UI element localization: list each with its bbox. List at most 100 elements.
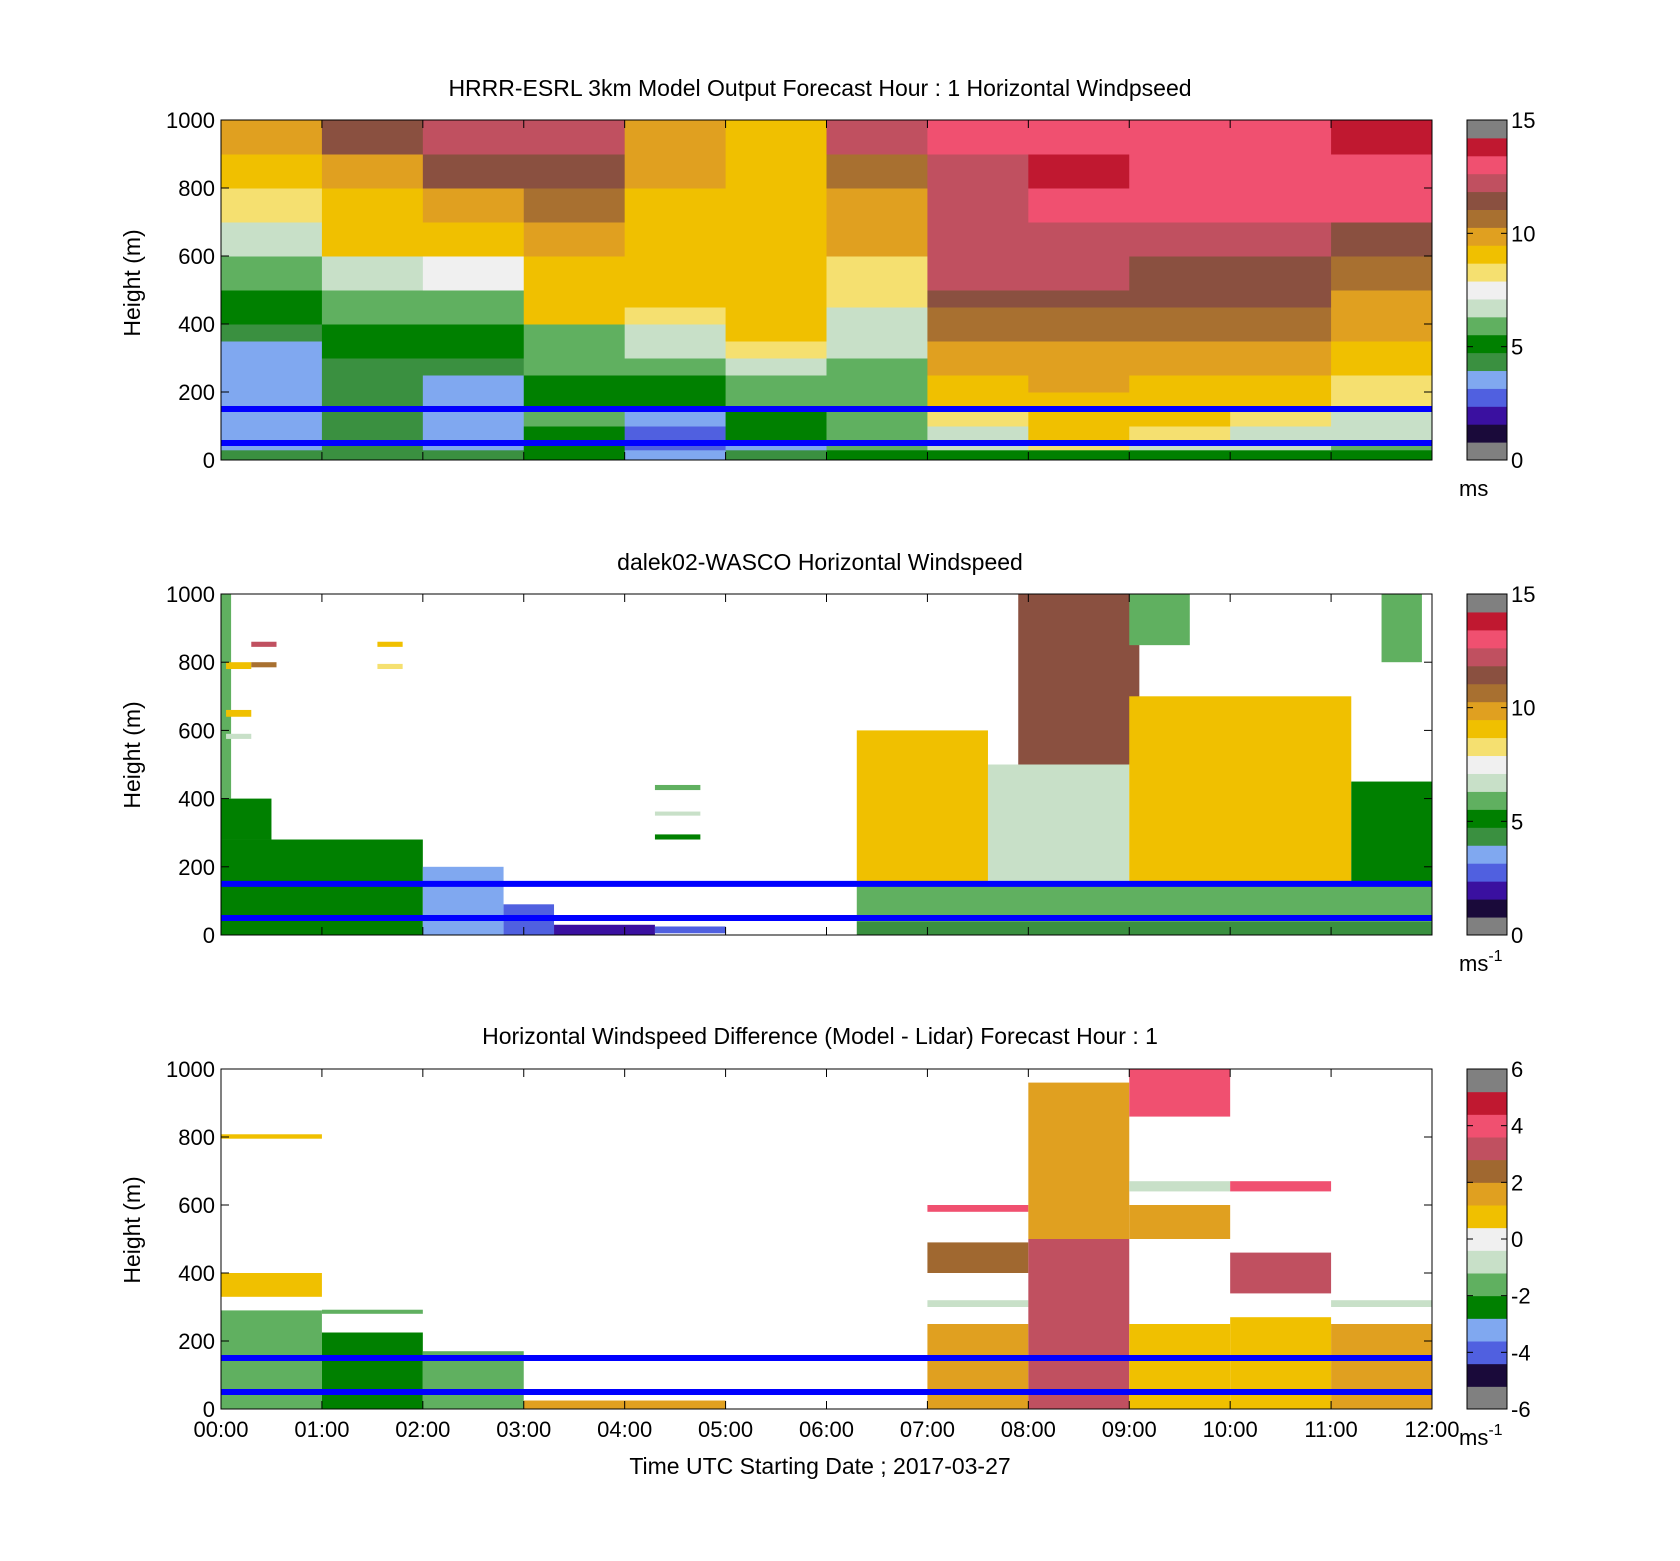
heatmap-cell bbox=[725, 358, 827, 376]
heatmap-segment bbox=[221, 1273, 322, 1297]
heatmap-segment bbox=[1230, 1252, 1332, 1294]
heatmap-segment bbox=[927, 1300, 1029, 1307]
colorbar-swatch bbox=[1467, 791, 1507, 810]
colorbar-swatch bbox=[1467, 809, 1507, 828]
heatmap-cell bbox=[221, 409, 323, 427]
colorbar-swatch bbox=[1467, 1159, 1507, 1183]
colorbar-unit-superscript: -1 bbox=[1488, 1422, 1502, 1439]
colorbar-swatch bbox=[1467, 442, 1507, 461]
heatmap-cell bbox=[321, 290, 424, 308]
heatmap-cell bbox=[1129, 290, 1231, 308]
heatmap-cell bbox=[1028, 307, 1130, 325]
heatmap-cell bbox=[826, 426, 928, 441]
heatmap-cell bbox=[624, 154, 727, 189]
panel-model-ylabel: Height (m) bbox=[119, 229, 145, 336]
colorbar-swatch bbox=[1467, 611, 1507, 631]
heatmap-cell bbox=[221, 392, 323, 410]
heatmap-cell bbox=[1331, 375, 1433, 393]
heatmap-segment bbox=[221, 1134, 322, 1139]
heatmap-cell bbox=[1230, 358, 1332, 376]
colorbar-swatch bbox=[1467, 298, 1507, 318]
x-tick-label: 07:00 bbox=[900, 1417, 955, 1442]
colorbar-swatch bbox=[1467, 209, 1507, 228]
colorbar-swatch bbox=[1467, 352, 1507, 372]
colorbar-swatch bbox=[1467, 1363, 1507, 1387]
heatmap-cell bbox=[321, 307, 424, 325]
heatmap-segment bbox=[1381, 594, 1422, 663]
heatmap-cell bbox=[1129, 188, 1231, 223]
heatmap-cell bbox=[1230, 188, 1332, 223]
heatmap-segment bbox=[927, 1324, 1029, 1409]
heatmap-cell bbox=[624, 307, 727, 325]
heatmap-cell bbox=[1028, 426, 1130, 441]
heatmap-cell bbox=[1129, 392, 1231, 410]
heatmap-cell bbox=[1028, 449, 1130, 461]
heatmap-segment bbox=[1129, 1181, 1231, 1192]
x-tick-label: 12:00 bbox=[1404, 1417, 1459, 1442]
colorbar-swatch bbox=[1467, 137, 1507, 157]
heatmap-cell bbox=[422, 290, 525, 308]
heatmap-cell bbox=[1028, 290, 1130, 308]
heatmap-cell bbox=[826, 409, 928, 427]
heatmap-cell bbox=[422, 409, 525, 427]
heatmap-cell bbox=[523, 290, 626, 308]
heatmap-cell bbox=[523, 409, 626, 427]
heatmap-cell bbox=[1028, 120, 1130, 155]
heatmap-cell bbox=[221, 273, 323, 291]
heatmap-cell bbox=[1230, 256, 1332, 274]
heatmap-cell bbox=[1230, 307, 1332, 325]
heatmap-cell bbox=[1230, 341, 1332, 359]
heatmap-cell bbox=[221, 256, 323, 274]
x-tick-label: 01:00 bbox=[294, 1417, 349, 1442]
heatmap-cell bbox=[725, 392, 827, 410]
panel-difference-colorbar: -6 -4 -2 0 2 4 6 ms-1 bbox=[1459, 1057, 1531, 1450]
heatmap-cell bbox=[523, 222, 626, 257]
heatmap-cell bbox=[221, 341, 323, 359]
heatmap-cell bbox=[927, 358, 1029, 376]
heatmap-cell bbox=[927, 324, 1029, 342]
heatmap-cell bbox=[422, 222, 525, 257]
heatmap-cell bbox=[1331, 120, 1433, 155]
colorbar-tick-label: 0 bbox=[1511, 1227, 1523, 1252]
heatmap-cell bbox=[321, 392, 424, 410]
heatmap-cell bbox=[1028, 375, 1130, 393]
heatmap-cell bbox=[422, 256, 525, 274]
x-tick-label: 10:00 bbox=[1203, 1417, 1258, 1442]
colorbar-swatch bbox=[1467, 316, 1507, 336]
panel-model-cells bbox=[221, 120, 1433, 461]
heatmap-cell bbox=[1230, 392, 1332, 410]
heatmap-cell bbox=[624, 188, 727, 223]
colorbar-swatch bbox=[1467, 845, 1507, 864]
panel-model-plot: 0 200 400 600 800 1000 0 5 10 15 ms bbox=[166, 108, 1535, 501]
heatmap-cell bbox=[725, 273, 827, 291]
y-tick-label: 0 bbox=[203, 1397, 215, 1422]
colorbar-swatch bbox=[1467, 173, 1507, 193]
heatmap-cell bbox=[1230, 273, 1332, 291]
heatmap-segment bbox=[1129, 1324, 1231, 1409]
heatmap-cell bbox=[624, 375, 727, 393]
heatmap-cell bbox=[221, 188, 323, 223]
colorbar-swatch bbox=[1467, 1227, 1507, 1251]
heatmap-cell bbox=[927, 120, 1029, 155]
heatmap-cell bbox=[725, 375, 827, 393]
heatmap-segment bbox=[554, 924, 655, 935]
heatmap-cell bbox=[725, 449, 827, 461]
heatmap-cell bbox=[826, 154, 928, 189]
heatmap-cell bbox=[1331, 324, 1433, 342]
colorbar-swatch bbox=[1467, 737, 1507, 757]
colorbar-swatch bbox=[1467, 827, 1507, 846]
heatmap-cell bbox=[826, 273, 928, 291]
heatmap-cell bbox=[624, 256, 727, 274]
x-tick-label: 09:00 bbox=[1102, 1417, 1157, 1442]
heatmap-cell bbox=[927, 375, 1029, 393]
x-tick-label: 05:00 bbox=[698, 1417, 753, 1442]
colorbar-tick-label: 10 bbox=[1511, 221, 1535, 246]
heatmap-cell bbox=[1331, 188, 1433, 223]
heatmap-cell bbox=[422, 273, 525, 291]
heatmap-cell bbox=[1028, 154, 1130, 189]
colorbar-tick-label: 0 bbox=[1511, 923, 1523, 948]
heatmap-cell bbox=[1230, 222, 1332, 257]
colorbar-swatch bbox=[1467, 881, 1507, 900]
heatmap-cell bbox=[1129, 273, 1231, 291]
